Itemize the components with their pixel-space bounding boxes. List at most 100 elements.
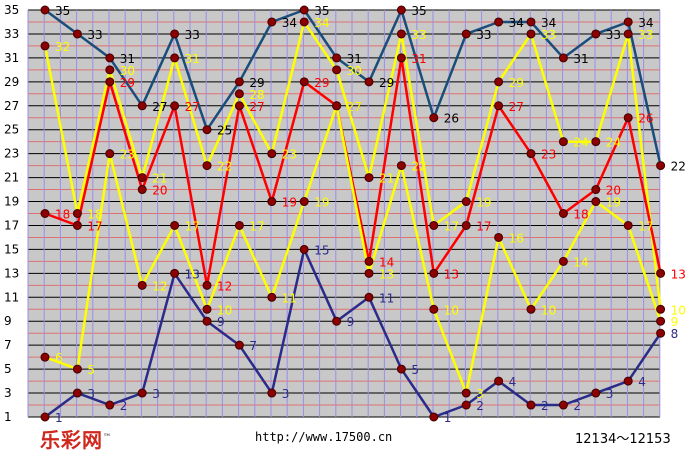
data-point [332,65,342,75]
data-point [526,29,536,39]
data-label: 27 [509,100,524,114]
data-point [202,316,212,326]
data-point [494,101,504,111]
data-point [202,304,212,314]
data-point [170,101,180,111]
data-label: 9 [217,315,225,329]
data-point [558,209,568,218]
data-point [137,388,147,398]
y-tick-label: 29 [4,75,19,89]
data-point [364,292,374,302]
data-label: 15 [314,243,329,257]
data-point [396,5,406,15]
data-label: 31 [411,52,426,66]
issue-range: 12134～12153 [575,432,671,447]
data-point [105,53,115,63]
data-label: 33 [541,28,556,42]
y-tick-label: 11 [4,290,19,304]
data-label: 2 [120,399,128,413]
data-label: 13 [379,267,394,281]
data-label: 29 [120,76,135,90]
data-point [429,268,439,278]
data-label: 28 [249,88,264,102]
data-label: 4 [638,375,646,389]
data-point [170,29,180,39]
data-point [299,5,309,15]
data-point [72,209,82,218]
site-url[interactable]: http://www.17500.cn [255,430,393,444]
data-label: 17 [638,219,653,233]
data-point [461,400,471,410]
data-label: 34 [638,16,653,30]
data-point [461,388,471,398]
data-label: 20 [152,184,167,198]
y-tick-label: 3 [4,386,12,400]
data-point [234,220,244,230]
data-point [526,400,536,410]
data-point [299,77,309,87]
data-point [40,41,50,51]
data-label: 11 [282,291,297,305]
data-point [396,53,406,63]
data-label: 21 [379,172,394,186]
y-tick-label: 27 [4,99,19,113]
data-label: 33 [638,28,653,42]
site-logo: 乐彩网™ [40,428,112,452]
data-point [526,17,536,27]
data-label: 3 [87,387,95,401]
series-lines [43,8,662,419]
y-tick-label: 13 [4,266,19,280]
data-label: 17 [87,219,102,233]
data-point [623,29,633,39]
data-point [170,220,180,230]
data-label: 9 [671,315,679,329]
data-label: 21 [152,172,167,186]
data-point [494,376,504,386]
data-point [396,29,406,39]
data-label: 4 [509,375,517,389]
data-point [299,244,309,254]
data-point [40,209,50,218]
data-point [429,220,439,230]
data-label: 18 [573,208,588,222]
data-point [105,77,115,87]
data-label: 34 [314,16,329,30]
data-label: 17 [444,219,459,233]
data-point [656,328,666,338]
data-label: 31 [347,52,362,66]
data-label: 3 [152,387,160,401]
data-point [591,29,601,39]
data-label: 3 [282,387,290,401]
data-label: 17 [476,219,491,233]
data-label: 6 [55,351,63,365]
data-label: 20 [606,184,621,198]
data-label: 19 [282,196,297,210]
data-point [494,232,504,242]
data-label: 27 [347,100,362,114]
data-label: 34 [282,16,297,30]
data-point [137,280,147,290]
data-label: 8 [671,327,679,341]
data-point [72,220,82,230]
data-point [234,101,244,111]
data-label: 22 [671,160,686,174]
data-label: 2 [476,399,484,413]
data-point [591,185,601,195]
data-label: 1 [444,411,452,425]
data-label: 12 [217,279,232,293]
data-label: 10 [541,303,556,317]
data-point [494,17,504,27]
data-label: 30 [120,64,135,78]
data-label: 24 [573,136,588,150]
data-label: 3 [606,387,614,401]
data-point [461,29,471,39]
data-point [267,197,277,207]
data-point [364,268,374,278]
y-tick-label: 35 [4,3,19,17]
y-tick-label: 15 [4,242,19,256]
data-point [332,53,342,63]
y-tick-label: 21 [4,171,19,185]
y-tick-label: 33 [4,27,19,41]
data-label: 32 [55,40,70,54]
